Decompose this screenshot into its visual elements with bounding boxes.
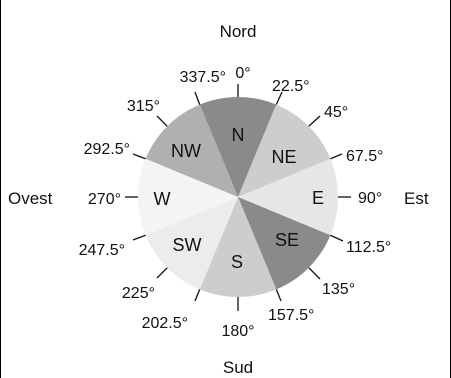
degree-label-0: 0° [235, 65, 250, 82]
degree-label-22-5: 22.5° [272, 78, 310, 95]
degree-label-90: 90° [358, 190, 382, 207]
tick-247-5 [132, 234, 146, 241]
sector-label-NW: NW [171, 141, 201, 161]
degree-label-45: 45° [324, 104, 348, 121]
degree-label-112-5: 112.5° [346, 239, 391, 256]
degree-label-225: 225° [122, 285, 155, 302]
sector-S [199, 197, 277, 298]
sector-N [199, 96, 277, 197]
cardinal-label-west: Ovest [8, 189, 53, 208]
degree-label-292-5: 292.5° [84, 141, 130, 158]
sector-label-W: W [154, 189, 171, 209]
degree-label-180: 180° [221, 323, 254, 340]
degree-label-270: 270° [88, 191, 121, 208]
degree-label-67-5: 67.5° [346, 148, 384, 165]
cardinal-label-north: Nord [220, 22, 257, 41]
tick-202-5 [194, 289, 201, 302]
degree-label-157-5: 157.5° [268, 307, 314, 324]
sector-label-N: N [232, 125, 245, 145]
sector-label-SE: SE [275, 230, 299, 250]
sector-SE [238, 197, 331, 290]
degree-label-135: 135° [322, 281, 355, 298]
tick-22-5 [275, 91, 283, 105]
sector-NE [238, 104, 331, 197]
tick-135 [308, 267, 321, 280]
sector-label-S: S [231, 252, 243, 272]
tick-112-5 [330, 234, 344, 242]
sector-NW [145, 104, 238, 197]
degree-label-247-5: 247.5° [79, 242, 125, 259]
sector-label-NE: NE [271, 147, 296, 167]
sector-SW [145, 197, 238, 290]
tick-45 [308, 115, 321, 127]
tick-157-5 [275, 289, 282, 302]
sector-E [238, 158, 339, 236]
tick-337-5 [194, 91, 201, 105]
sector-label-SW: SW [173, 235, 202, 255]
degree-label-337-5: 337.5° [180, 69, 226, 86]
sector-label-E: E [312, 188, 324, 208]
sector-W [137, 158, 238, 236]
cardinal-label-south: Sud [223, 358, 253, 377]
tick-315 [156, 115, 168, 127]
tick-292-5 [132, 153, 146, 160]
cardinal-label-east: Est [404, 189, 429, 208]
tick-225 [156, 267, 168, 279]
tick-marks [125, 84, 351, 311]
tick-67-5 [330, 153, 343, 160]
degree-label-202-5: 202.5° [142, 315, 188, 332]
degree-label-315: 315° [127, 98, 160, 115]
